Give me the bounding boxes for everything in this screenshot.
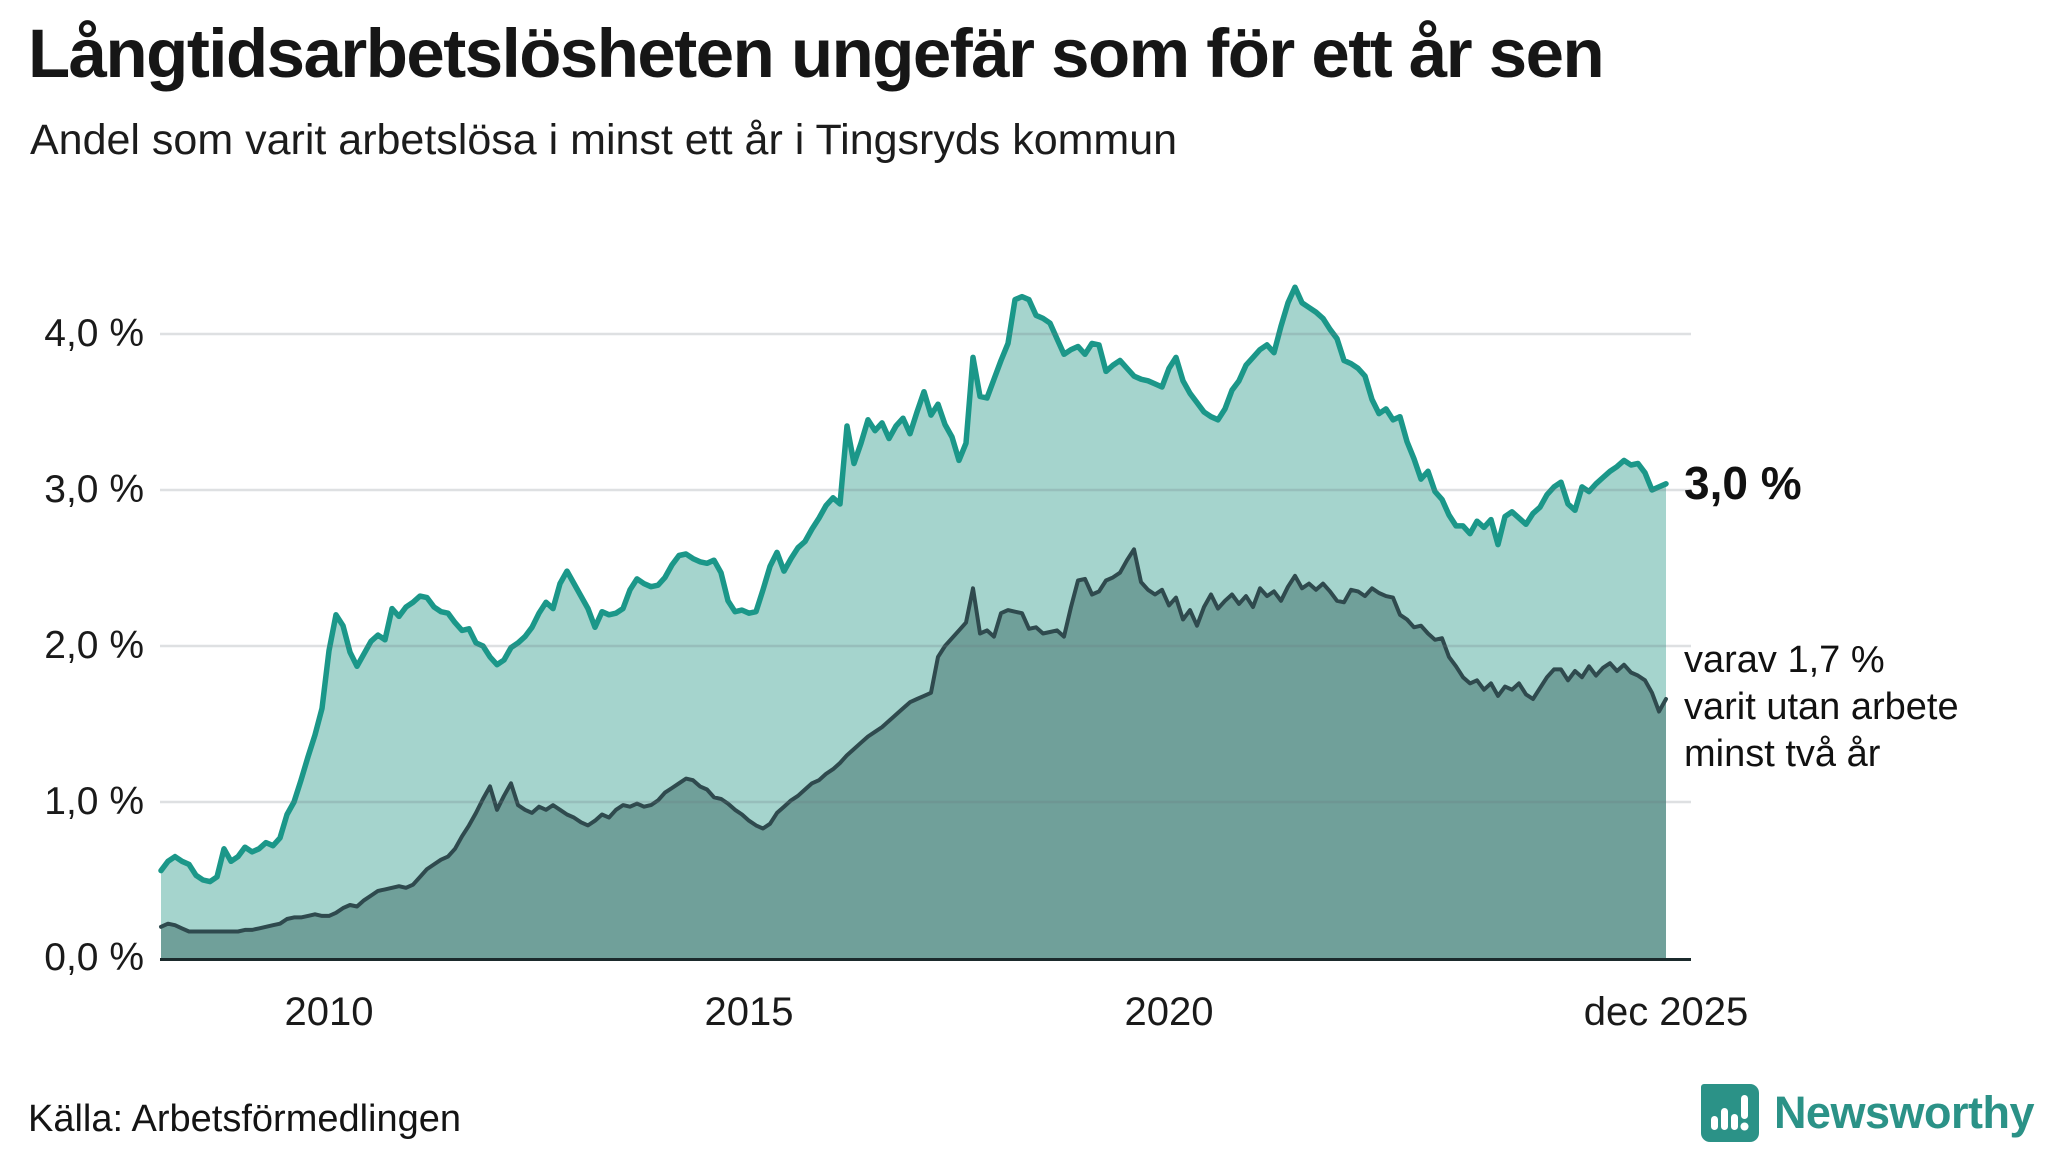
newsworthy-logo-icon xyxy=(1700,1084,1759,1142)
secondary-annotation: varav 1,7 % varit utan arbete minst två … xyxy=(1684,637,1959,778)
x-tick-label: 2020 xyxy=(1124,990,1214,1034)
y-tick-label: 0,0 % xyxy=(44,936,144,979)
secondary-annotation-line: varit utan arbete xyxy=(1684,686,1959,729)
newsworthy-logo-text: Newsworthy xyxy=(1773,1087,2035,1138)
y-tick-label: 1,0 % xyxy=(44,780,144,823)
page-subtitle: Andel som varit arbetslösa i minst ett å… xyxy=(30,116,1178,164)
y-tick-label: 4,0 % xyxy=(44,312,144,355)
y-tick-label: 2,0 % xyxy=(44,624,144,667)
x-tick-label: 2015 xyxy=(704,990,794,1034)
x-tick-label: 2010 xyxy=(284,990,374,1034)
x-tick-label: dec 2025 xyxy=(1583,990,1749,1034)
newsworthy-logo: Newsworthy xyxy=(1700,1082,2038,1144)
source-credit: Källa: Arbetsförmedlingen xyxy=(28,1098,462,1140)
page-title: Långtidsarbetslösheten ungefär som för e… xyxy=(28,15,1605,92)
secondary-annotation-line: minst två år xyxy=(1684,733,1881,776)
last-value-annotation: 3,0 % xyxy=(1684,456,1802,509)
secondary-annotation-line: varav 1,7 % xyxy=(1684,639,1885,682)
y-tick-label: 3,0 % xyxy=(44,468,144,511)
